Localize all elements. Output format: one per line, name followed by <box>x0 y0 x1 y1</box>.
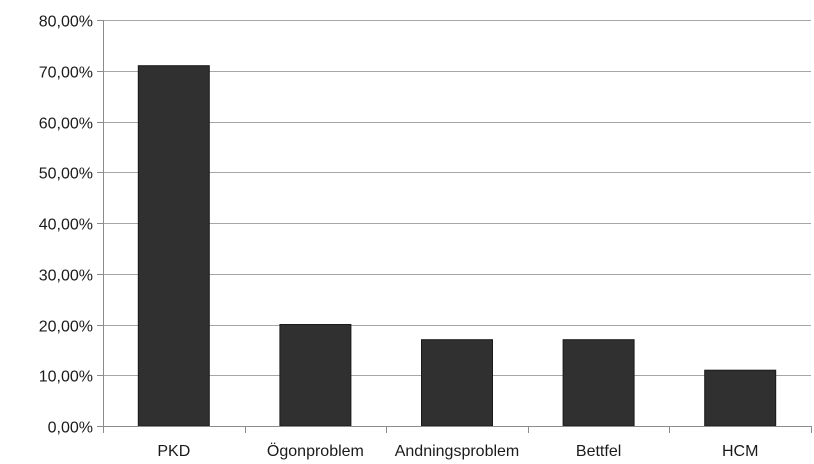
y-tick-label: 0,00% <box>48 420 93 437</box>
y-tick-label: 40,00% <box>39 217 93 234</box>
y-tick-label: 70,00% <box>39 65 93 82</box>
x-category-label: Andningsproblem <box>395 443 520 460</box>
y-tick-label: 10,00% <box>39 369 93 386</box>
bar <box>137 65 210 427</box>
y-tick-label: 50,00% <box>39 166 93 183</box>
y-tick-label: 20,00% <box>39 319 93 336</box>
y-tick-label: 30,00% <box>39 268 93 285</box>
y-tick-label: 60,00% <box>39 116 93 133</box>
x-category-label: PKD <box>157 443 190 460</box>
y-tick-label: 80,00% <box>39 14 93 31</box>
x-category-label: Bettfel <box>576 443 621 460</box>
bar <box>279 324 352 427</box>
bar <box>421 339 493 427</box>
bar <box>704 369 777 427</box>
x-axis-category-labels: PKD Ögonproblem Andningsproblem Bettfel HCM <box>157 442 758 460</box>
bar <box>562 339 635 427</box>
axes <box>97 20 812 433</box>
bars <box>137 65 777 427</box>
gridlines <box>103 20 811 376</box>
x-category-label: HCM <box>722 443 758 460</box>
x-category-label: Ögonproblem <box>267 442 364 460</box>
y-axis-tick-labels: 0,00% 10,00% 20,00% 30,00% 40,00% 50,00% 60,00… <box>39 14 93 437</box>
